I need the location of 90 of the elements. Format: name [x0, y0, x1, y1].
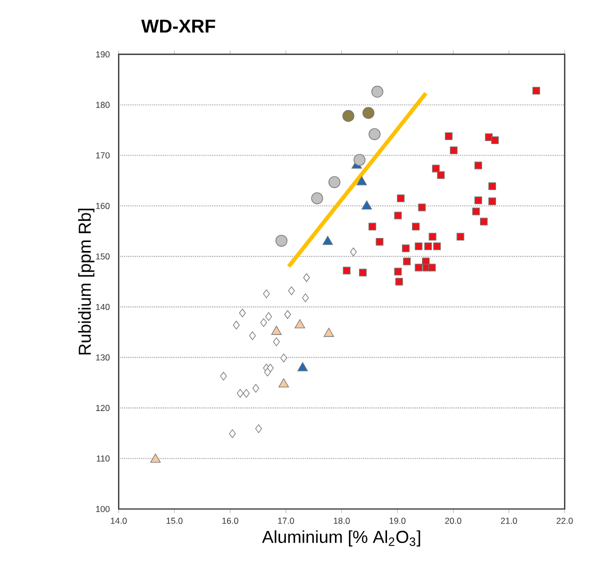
x-tick-label: 20.0 — [445, 518, 462, 524]
point — [472, 208, 480, 216]
point — [288, 286, 295, 296]
point — [264, 368, 271, 376]
point — [532, 86, 540, 95]
point — [150, 454, 161, 463]
point — [362, 200, 372, 210]
point — [273, 337, 280, 346]
point — [488, 198, 496, 206]
y-tick-label: 110 — [96, 455, 110, 462]
point — [368, 222, 376, 230]
x-tick-label: 16.0 — [222, 518, 238, 524]
point — [394, 212, 402, 220]
point — [263, 289, 270, 298]
point — [324, 328, 334, 337]
point — [474, 196, 482, 204]
point — [402, 244, 410, 252]
point — [480, 218, 488, 226]
point — [368, 128, 380, 140]
point — [356, 176, 367, 186]
y-tick-label: 140 — [96, 304, 110, 310]
point — [278, 378, 289, 388]
point — [359, 268, 367, 276]
y-tick-label: 170 — [96, 152, 110, 158]
point — [297, 362, 308, 372]
point — [412, 222, 420, 230]
point — [260, 318, 267, 327]
point — [265, 312, 272, 321]
point — [450, 146, 458, 154]
point — [249, 331, 256, 340]
point — [276, 234, 288, 247]
y-tick-label: 150 — [96, 253, 110, 260]
point — [444, 132, 453, 140]
point — [243, 388, 250, 398]
y-tick-label: 100 — [96, 506, 110, 512]
x-tick-label: 14.0 — [110, 518, 127, 524]
point — [229, 429, 236, 438]
x-tick-label: 15.0 — [166, 518, 183, 524]
y-tick-label: 130 — [96, 354, 110, 361]
point — [280, 354, 288, 362]
point — [491, 136, 499, 144]
point — [342, 110, 354, 122]
point — [394, 268, 402, 276]
x-tick-label: 17.0 — [278, 518, 294, 524]
point — [232, 320, 240, 330]
point — [328, 176, 340, 188]
point — [354, 154, 366, 166]
point — [236, 388, 244, 398]
x-tick-label: 18.0 — [334, 518, 350, 524]
point — [255, 424, 262, 434]
point — [474, 162, 482, 170]
point — [428, 232, 436, 241]
point — [303, 273, 310, 282]
point — [311, 192, 324, 204]
point — [252, 384, 260, 393]
point — [371, 86, 384, 98]
x-axis-title: Aluminium [% Al$_{2}$O$_{3}$] — [262, 530, 420, 546]
point — [403, 258, 411, 266]
point — [239, 308, 246, 318]
point — [437, 171, 445, 179]
point — [428, 264, 436, 272]
y-tick-label: 190 — [96, 51, 110, 58]
point — [433, 242, 441, 250]
point — [362, 107, 374, 119]
point — [284, 310, 291, 319]
point — [396, 194, 405, 202]
y-tick-label: 180 — [96, 102, 110, 108]
point — [342, 266, 350, 274]
point — [488, 182, 496, 190]
point — [294, 319, 306, 328]
x-tick-label: 19.0 — [390, 518, 406, 524]
y-tick-label: 160 — [96, 202, 110, 209]
point — [322, 236, 333, 245]
point — [414, 264, 422, 272]
point — [395, 278, 403, 286]
point — [432, 164, 440, 172]
point — [376, 238, 384, 246]
point — [350, 248, 357, 256]
x-tick-label: 22.0 — [556, 518, 573, 524]
point — [418, 204, 426, 212]
point — [271, 326, 282, 335]
point — [424, 242, 432, 250]
y-tick-label: 120 — [96, 404, 110, 412]
point — [414, 242, 422, 250]
x-tick-label: 21.0 — [500, 518, 518, 524]
point — [220, 372, 227, 380]
point — [456, 232, 464, 241]
chart-title: WD-XRF — [141, 20, 216, 33]
point — [302, 294, 309, 302]
y-axis-title: Rubidium [ppm Rb] — [78, 208, 94, 354]
